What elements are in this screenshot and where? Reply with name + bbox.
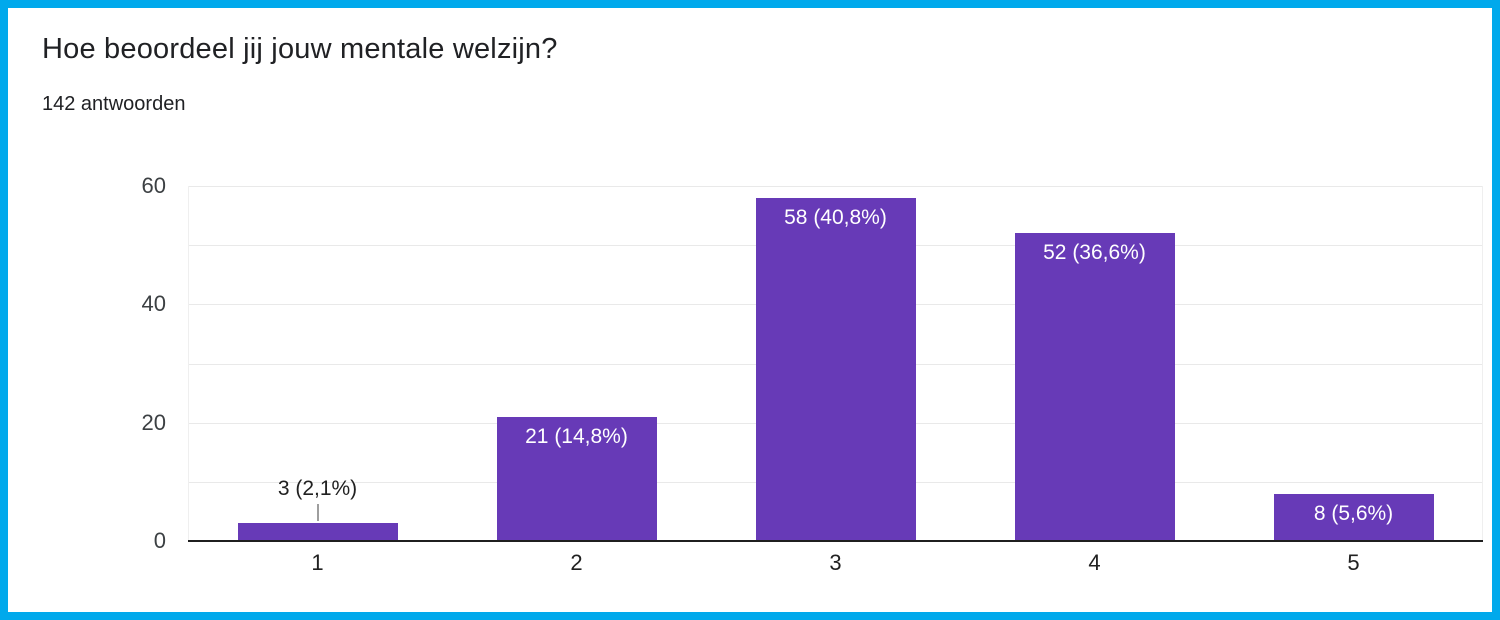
bar-value-label-5: 8 (5,6%) (1313, 501, 1394, 525)
y-tick-label-40: 40 (141, 291, 166, 317)
question-title: Hoe beoordeel jij jouw mentale welzijn? (42, 33, 558, 65)
x-tick-label-4: 4 (1088, 550, 1101, 575)
y-tick-label-60: 60 (141, 173, 166, 198)
x-tick-label-5: 5 (1347, 550, 1360, 575)
bar-value-label-2: 21 (14,8%) (525, 424, 628, 448)
bar-3 (755, 197, 916, 541)
x-tick-label-1: 1 (311, 550, 324, 575)
bar-value-label-3: 58 (40,8%) (784, 205, 887, 229)
response-count: 142 antwoorden (42, 93, 186, 115)
bar-2 (496, 416, 657, 541)
gridline-60 (188, 186, 1483, 187)
bar-4 (1014, 233, 1175, 541)
x-tick-label-3: 3 (829, 550, 842, 575)
label-leader-line (316, 504, 319, 522)
y-tick-label-0: 0 (153, 528, 166, 553)
y-tick-label-20: 20 (141, 409, 166, 435)
x-tick-label-2: 2 (570, 550, 583, 575)
bar-1 (237, 523, 398, 541)
x-axis-line (188, 540, 1483, 542)
bar-value-label-1: 3 (2,1%) (277, 477, 358, 501)
plot-left-edge (188, 186, 189, 541)
bar-chart-plot-area: 3 (2,1%) 21 (14,8%) 58 (40,8%) 52 (36,6%) 8 … (188, 186, 1483, 542)
bar-5 (1273, 493, 1434, 541)
plot-right-edge (1482, 186, 1483, 541)
bar-value-label-4: 52 (36,6%) (1043, 241, 1146, 265)
